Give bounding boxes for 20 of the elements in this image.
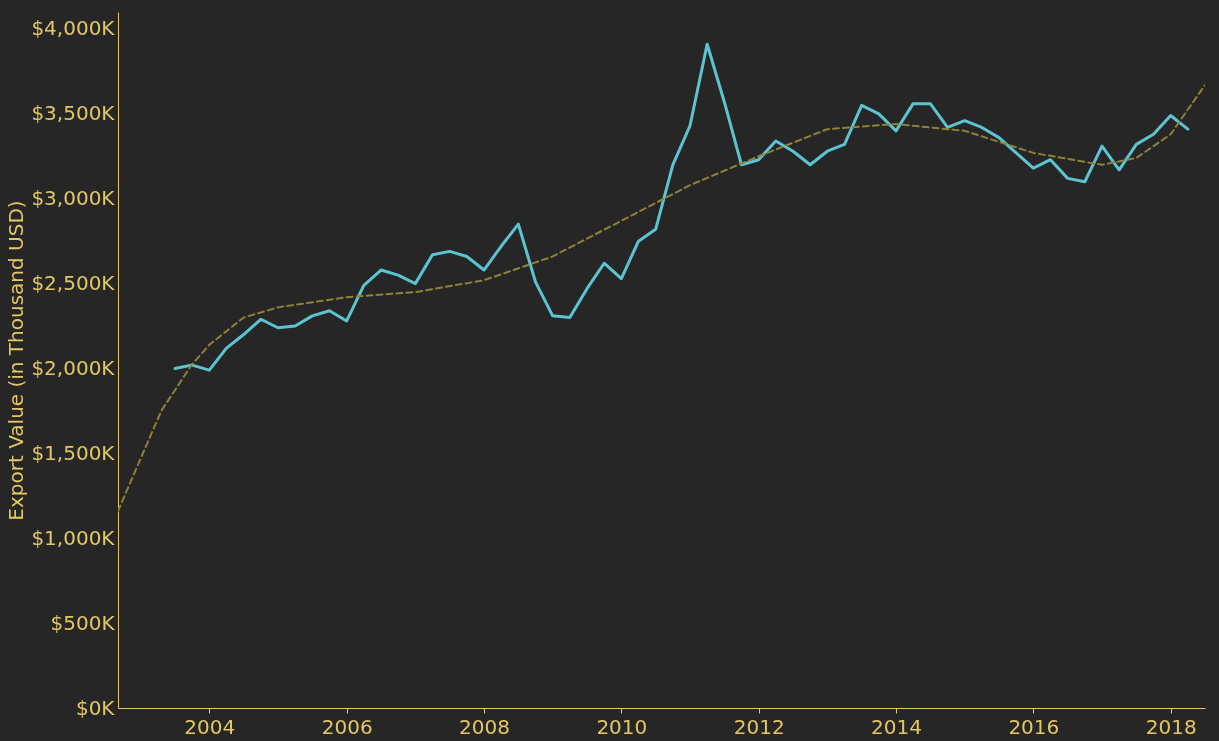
y-tick-label: $3,500K: [31, 101, 116, 126]
y-tick-label: $3,000K: [31, 186, 116, 211]
x-tick-label: 2018: [1145, 714, 1197, 739]
line-series: [118, 84, 1205, 513]
y-tick-label: $1,500K: [31, 440, 116, 465]
x-tick-label: 2016: [1008, 714, 1060, 739]
line-series: [173, 42, 1190, 372]
x-tick-label: 2004: [184, 714, 236, 739]
x-tick-label: 2010: [596, 714, 648, 739]
x-tick-label: 2012: [733, 714, 785, 739]
x-tick-label: 2006: [321, 714, 373, 739]
x-tick-label: 2008: [459, 714, 510, 739]
y-tick-label: $500K: [50, 610, 116, 635]
y-tick-label: $0K: [75, 695, 116, 720]
x-tick-label: 2014: [871, 714, 922, 739]
y-tick-label: $2,500K: [31, 271, 116, 296]
y-tick-label: $1,000K: [31, 525, 116, 550]
y-tick-label: $4,000K: [31, 16, 116, 41]
y-tick-label: $2,000K: [31, 355, 116, 380]
y-axis-title: Export Value (in Thousand USD): [4, 200, 29, 521]
